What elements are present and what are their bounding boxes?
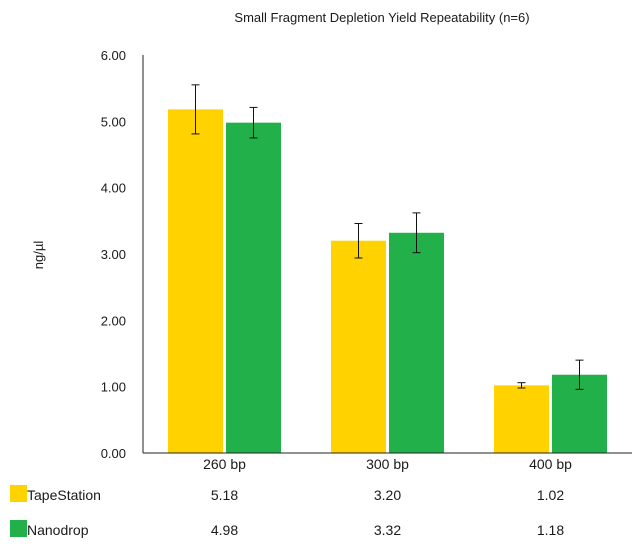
- bar-tapestation-0: [168, 109, 223, 453]
- legend-label-tapestation: TapeStation: [27, 487, 101, 503]
- bars: [168, 84, 607, 453]
- legend-label-nanodrop: Nanodrop: [27, 522, 89, 538]
- bar-nanodrop-1: [389, 232, 444, 453]
- legend-swatch-tapestation: [10, 485, 27, 502]
- y-tick-label: 0.00: [101, 446, 126, 461]
- x-tick-label: 400 bp: [529, 456, 572, 472]
- x-axis: 260 bp 300 bp 400 bp: [143, 452, 632, 472]
- y-tick-label: 5.00: [101, 114, 126, 129]
- chart-title: Small Fragment Depletion Yield Repeatabi…: [234, 10, 529, 25]
- bar-tapestation-1: [331, 240, 386, 453]
- data-table: TapeStation 5.18 3.20 1.02 Nanodrop 4.98 3.32 1…: [10, 485, 564, 538]
- y-axis: 0.00 1.00 2.00 3.00 4.00 5.00 6.00: [101, 48, 144, 461]
- table-value: 5.18: [211, 487, 238, 503]
- bar-nanodrop-0: [226, 122, 281, 453]
- y-tick-label: 3.00: [101, 247, 126, 262]
- bar-tapestation-2: [494, 385, 549, 453]
- y-tick-label: 4.00: [101, 181, 126, 196]
- table-value: 4.98: [211, 522, 238, 538]
- x-tick-label: 260 bp: [203, 456, 246, 472]
- y-axis-label: ng/µl: [31, 241, 46, 270]
- x-tick-label: 300 bp: [366, 456, 409, 472]
- y-tick-label: 2.00: [101, 313, 126, 328]
- table-value: 1.02: [537, 487, 564, 503]
- legend-swatch-nanodrop: [10, 520, 27, 537]
- table-value: 3.20: [374, 487, 401, 503]
- table-value: 3.32: [374, 522, 401, 538]
- table-value: 1.18: [537, 522, 564, 538]
- y-tick-label: 1.00: [101, 380, 126, 395]
- y-tick-label: 6.00: [101, 48, 126, 63]
